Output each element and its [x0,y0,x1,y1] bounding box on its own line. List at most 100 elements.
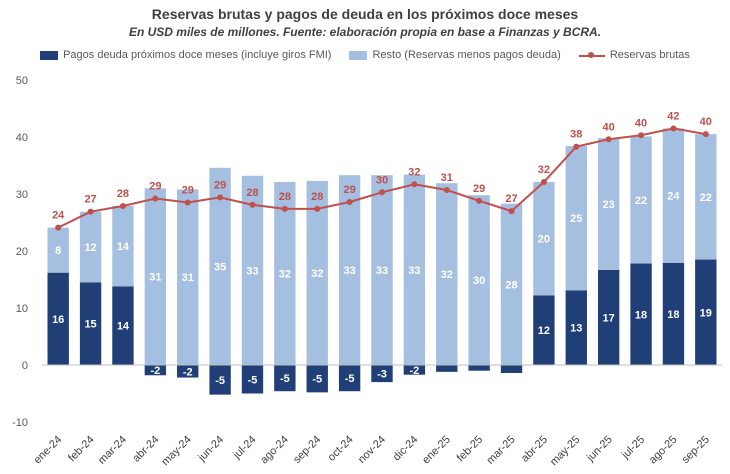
data-label-resto: 35 [214,261,226,273]
bar-resto [209,167,231,365]
legend: Pagos deuda próximos doce meses (incluye… [0,49,730,61]
x-tick-label: jun-25 [584,434,615,465]
bar-pagos [47,272,69,365]
legend-item-resto: Resto (Reservas menos pagos deuda) [349,49,561,61]
x-tick-label: may-24 [159,434,193,468]
bar-pagos [274,365,296,392]
point-reservas [379,189,385,196]
data-label-pagos: -5 [345,373,355,385]
chart-title: Reservas brutas y pagos de deuda en los … [151,6,579,22]
data-label-pagos: -5 [312,374,322,386]
bar-pagos [209,365,231,395]
x-tick-label: abr-25 [519,434,550,465]
bar-resto [274,182,296,365]
bar-pagos [403,365,426,375]
data-label-reservas: 29 [343,184,355,196]
bar-resto [662,128,685,263]
bar-pagos [597,269,620,365]
x-tick-label: ago-24 [258,434,291,467]
data-label-reservas: 29 [473,183,485,195]
data-label-reservas: 40 [603,121,615,133]
data-label-reservas: 32 [538,164,550,176]
data-label-reservas: 40 [635,117,647,129]
data-label-pagos: -5 [280,373,290,385]
data-label-reservas: 32 [408,166,420,178]
data-label-pagos: 13 [570,323,582,335]
y-tick-label: 40 [16,132,28,144]
data-label-reservas: 24 [52,210,65,222]
bar-pagos [371,365,393,383]
data-label-resto: 28 [505,279,517,291]
data-label-pagos: 16 [52,314,64,326]
bar-pagos [468,365,490,371]
x-tick-label: sep-25 [680,434,712,466]
bar-resto [79,211,102,283]
point-reservas [476,197,483,204]
data-label-resto: 33 [376,265,388,277]
x-tick-label: mar-24 [96,434,129,467]
bar-resto [144,188,167,365]
data-label-reservas: 28 [117,188,129,200]
bar-pagos [533,295,555,365]
y-tick-label: 20 [16,246,28,258]
data-label-resto: 22 [635,195,647,207]
bar-resto [403,174,426,365]
data-label-reservas: 40 [700,116,712,128]
data-label-reservas: 30 [376,174,388,186]
data-label-resto: 20 [538,234,550,246]
data-label-pagos: 17 [603,312,615,324]
x-tick-label: feb-25 [455,434,486,465]
x-tick-label: dic-24 [391,434,421,464]
bar-resto [338,175,361,365]
data-label-resto: 14 [117,241,130,253]
legend-item-reservas: Reservas brutas [578,49,690,61]
x-tick-label: abr-24 [130,434,161,465]
bar-pagos [695,259,717,365]
data-label-resto: 30 [473,275,485,287]
x-tick-label: jun-24 [195,434,226,465]
bar-pagos [241,365,264,394]
bar-pagos [306,365,328,393]
bar-pagos [630,263,652,365]
x-tick-label: oct-24 [326,434,356,464]
x-tick-label: sep-24 [291,434,323,466]
x-tick-label: mar-25 [485,434,518,467]
point-reservas [540,179,547,186]
bar-pagos [500,365,523,373]
x-tick-label: may-25 [548,434,582,468]
x-tick-label: ago-25 [647,434,680,467]
legend-label-pagos: Pagos deuda próximos doce meses (incluye… [63,49,332,61]
legend-swatch-resto [349,50,368,60]
data-label-resto: 12 [84,242,96,254]
data-label-resto: 22 [700,192,712,204]
data-label-resto: 23 [603,199,615,211]
data-label-pagos: 18 [635,309,647,321]
point-reservas [443,187,450,194]
legend-label-resto: Resto (Reservas menos pagos deuda) [372,49,561,61]
y-tick-label: 10 [16,303,28,315]
data-label-resto: 24 [667,191,680,203]
bar-pagos [565,290,587,365]
point-reservas [411,181,418,188]
data-label-reservas: 38 [570,129,582,141]
chart-subtitle: En USD miles de millones. Fuente: elabor… [128,25,602,39]
point-reservas [152,195,159,202]
bar-pagos [112,286,134,365]
data-label-reservas: 29 [214,179,226,191]
data-label-pagos: -3 [377,369,387,381]
data-label-reservas: 28 [311,191,323,203]
x-tick-label: jul-24 [230,434,258,462]
data-label-resto: 31 [149,272,161,284]
bar-resto [565,146,587,291]
y-tick-label: 50 [16,75,28,87]
x-tick-label: feb-24 [66,434,97,465]
point-reservas [314,205,321,212]
y-tick-label: 30 [16,189,28,201]
data-label-pagos: -5 [248,374,258,386]
data-label-reservas: 28 [246,187,258,199]
point-reservas [87,208,94,215]
data-label-pagos: -2 [150,365,160,377]
point-reservas [249,201,256,208]
bar-pagos [177,365,199,378]
y-tick-label: -10 [12,417,28,429]
